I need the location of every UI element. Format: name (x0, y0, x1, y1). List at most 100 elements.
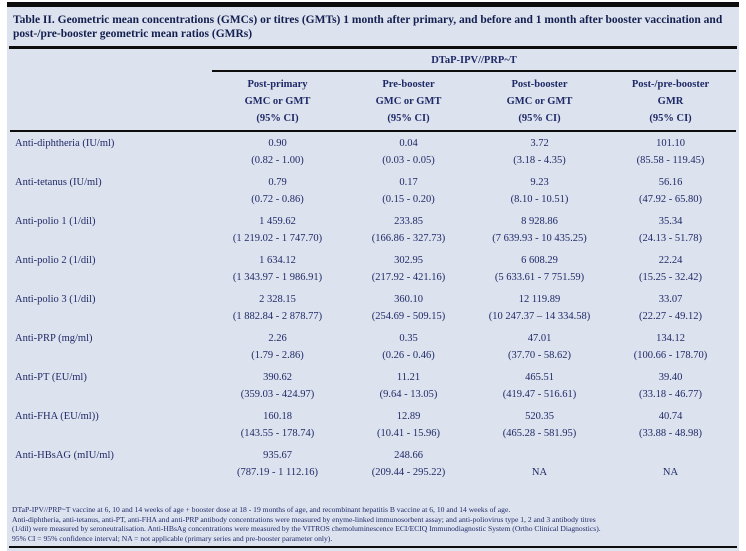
ci-value: (7 639.93 - 10 435.25) (492, 233, 587, 244)
gmc-value: 3.72 (530, 138, 549, 149)
cell: 35.34 (24.13 - 51.78) (605, 210, 736, 249)
table-title: Table II. Geometric mean concentrations … (13, 14, 723, 40)
spanner-row: DTaP-IPV//PRP~T (10, 53, 737, 72)
ci-value: (143.55 - 178.74) (240, 428, 315, 439)
gmc-value: 6 608.29 (521, 255, 558, 266)
ci-value: (166.86 - 327.73) (371, 233, 446, 244)
na-value: NA (531, 467, 548, 478)
table-row: Anti-PT (EU/ml) 390.62 (359.03 - 424.97) … (10, 366, 736, 405)
cell: NA (605, 444, 736, 483)
gmc-value: 0.35 (399, 333, 418, 344)
ci-value: (787.19 - 1 112.16) (237, 467, 318, 478)
ci-value: (24.13 - 51.78) (639, 233, 702, 244)
footnotes: DTaP-IPV//PRP~T vaccine at 6, 10 and 14 … (12, 505, 736, 543)
cell: 360.10 (254.69 - 509.15) (343, 288, 474, 327)
ci-value: (47.92 - 65.80) (639, 194, 702, 205)
ci-value: (15.25 - 32.42) (639, 272, 702, 283)
cell: 0.90 (0.82 - 1.00) (212, 131, 343, 171)
table-row: Anti-polio 3 (1/dil) 2 328.15 (1 882.84 -… (10, 288, 736, 327)
column-header-gmr: Post-/pre-booster GMR (95% CI) (605, 71, 737, 132)
gmc-value: 11.21 (396, 372, 421, 383)
gmc-value: 302.95 (394, 255, 423, 266)
cell: 0.35 (0.26 - 0.46) (343, 327, 474, 366)
gmc-value: 2.26 (268, 333, 287, 344)
cell: 101.10 (85.58 - 119.45) (605, 131, 736, 171)
cell: NA (474, 444, 605, 483)
cell: 2 328.15 (1 882.84 - 2 878.77) (212, 288, 343, 327)
gmc-value: 360.10 (394, 294, 423, 305)
gmr-value: 101.10 (656, 138, 685, 149)
ci-value: (33.18 - 46.77) (639, 389, 702, 400)
cell: 33.07 (22.27 - 49.12) (605, 288, 736, 327)
row-label: Anti-HBsAG (mIU/ml) (15, 450, 114, 461)
cell: 22.24 (15.25 - 32.42) (605, 249, 736, 288)
cell: 233.85 (166.86 - 327.73) (343, 210, 474, 249)
bottom-rule (9, 546, 737, 549)
column-header-pre-booster: Pre-booster GMC or GMT (95% CI) (343, 71, 474, 132)
column-header-line: (95% CI) (649, 113, 692, 124)
title-rule (9, 46, 737, 49)
cell: 9.23 (8.10 - 10.51) (474, 171, 605, 210)
column-header-post-booster: Post-booster GMC or GMT (95% CI) (474, 71, 605, 132)
gmc-value: 248.66 (394, 450, 423, 461)
column-header-line: (95% CI) (256, 113, 299, 124)
column-header-line: Post-booster (511, 79, 568, 90)
ci-value: (0.72 - 0.86) (251, 194, 304, 205)
row-label: Anti-tetanus (IU/ml) (15, 177, 102, 188)
gmc-value: 520.35 (525, 411, 554, 422)
gmc-value: 1 634.12 (259, 255, 296, 266)
column-header-line: (95% CI) (518, 113, 561, 124)
gmc-value: 9.23 (530, 177, 549, 188)
table-panel: Table II. Geometric mean concentrations … (7, 2, 739, 551)
cell: 12.89 (10.41 - 15.96) (343, 405, 474, 444)
ci-value: (1.79 - 2.86) (251, 350, 304, 361)
gmr-value: 134.12 (656, 333, 685, 344)
gmr-value: 39.40 (658, 372, 683, 383)
ci-value: (22.27 - 49.12) (639, 311, 702, 322)
table-row: Anti-polio 1 (1/dil) 1 459.62 (1 219.02 -… (10, 210, 736, 249)
cell: 40.74 (33.88 - 48.98) (605, 405, 736, 444)
ci-value: (0.15 - 0.20) (382, 194, 435, 205)
row-label: Anti-polio 3 (1/dil) (15, 294, 96, 305)
data-table: DTaP-IPV//PRP~T Post-primary GMC or GMT … (10, 53, 737, 483)
cell: 56.16 (47.92 - 65.80) (605, 171, 736, 210)
gmc-value: 0.79 (268, 177, 287, 188)
ci-value: (1 882.84 - 2 878.77) (232, 311, 323, 322)
row-label: Anti-polio 1 (1/dil) (15, 216, 96, 227)
cell: 134.12 (100.66 - 178.70) (605, 327, 736, 366)
row-label: Anti-PT (EU/ml) (15, 372, 87, 383)
gmr-value (605, 447, 736, 464)
header-spacer (10, 71, 212, 132)
gmc-value (474, 447, 605, 464)
cell: 1 634.12 (1 343.97 - 1 986.91) (212, 249, 343, 288)
ci-value: (8.10 - 10.51) (510, 194, 569, 205)
column-header-line: (95% CI) (387, 113, 430, 124)
gmr-value: 56.16 (658, 177, 683, 188)
column-group-header: DTaP-IPV//PRP~T (212, 53, 737, 72)
gmr-value: 22.24 (658, 255, 683, 266)
table-row: Anti-polio 2 (1/dil) 1 634.12 (1 343.97 -… (10, 249, 736, 288)
column-header-line: Pre-booster (382, 79, 435, 90)
ci-value: (254.69 - 509.15) (371, 311, 446, 322)
column-header-post-primary: Post-primary GMC or GMT (95% CI) (212, 71, 343, 132)
ci-value: (419.47 - 516.61) (502, 389, 577, 400)
cell: 0.17 (0.15 - 0.20) (343, 171, 474, 210)
footnote-line: DTaP-IPV//PRP~T vaccine at 6, 10 and 14 … (12, 505, 511, 514)
footnote-line: Anti-diphtheria, anti-tetanus, anti-PT, … (12, 514, 596, 524)
cell: 6 608.29 (5 633.61 - 7 751.59) (474, 249, 605, 288)
gmc-value: 390.62 (263, 372, 292, 383)
ci-value: (37.70 - 58.62) (508, 350, 571, 361)
footnote-line: (1/dil) were measured by seroneutralisat… (12, 524, 601, 534)
gmc-value: 47.01 (527, 333, 552, 344)
gmc-value: 12.89 (396, 411, 421, 422)
column-header-line: GMC or GMT (244, 96, 311, 107)
gmr-value: 35.34 (658, 216, 683, 227)
ci-value: (100.66 - 178.70) (633, 350, 708, 361)
cell: 0.04 (0.03 - 0.05) (343, 131, 474, 171)
cell: 520.35 (465.28 - 581.95) (474, 405, 605, 444)
gmc-value: 935.67 (263, 450, 292, 461)
cell: 1 459.62 (1 219.02 - 1 747.70) (212, 210, 343, 249)
ci-value: (9.64 - 13.05) (379, 389, 438, 400)
ci-value: (1 343.97 - 1 986.91) (232, 272, 323, 283)
cell: 39.40 (33.18 - 46.77) (605, 366, 736, 405)
